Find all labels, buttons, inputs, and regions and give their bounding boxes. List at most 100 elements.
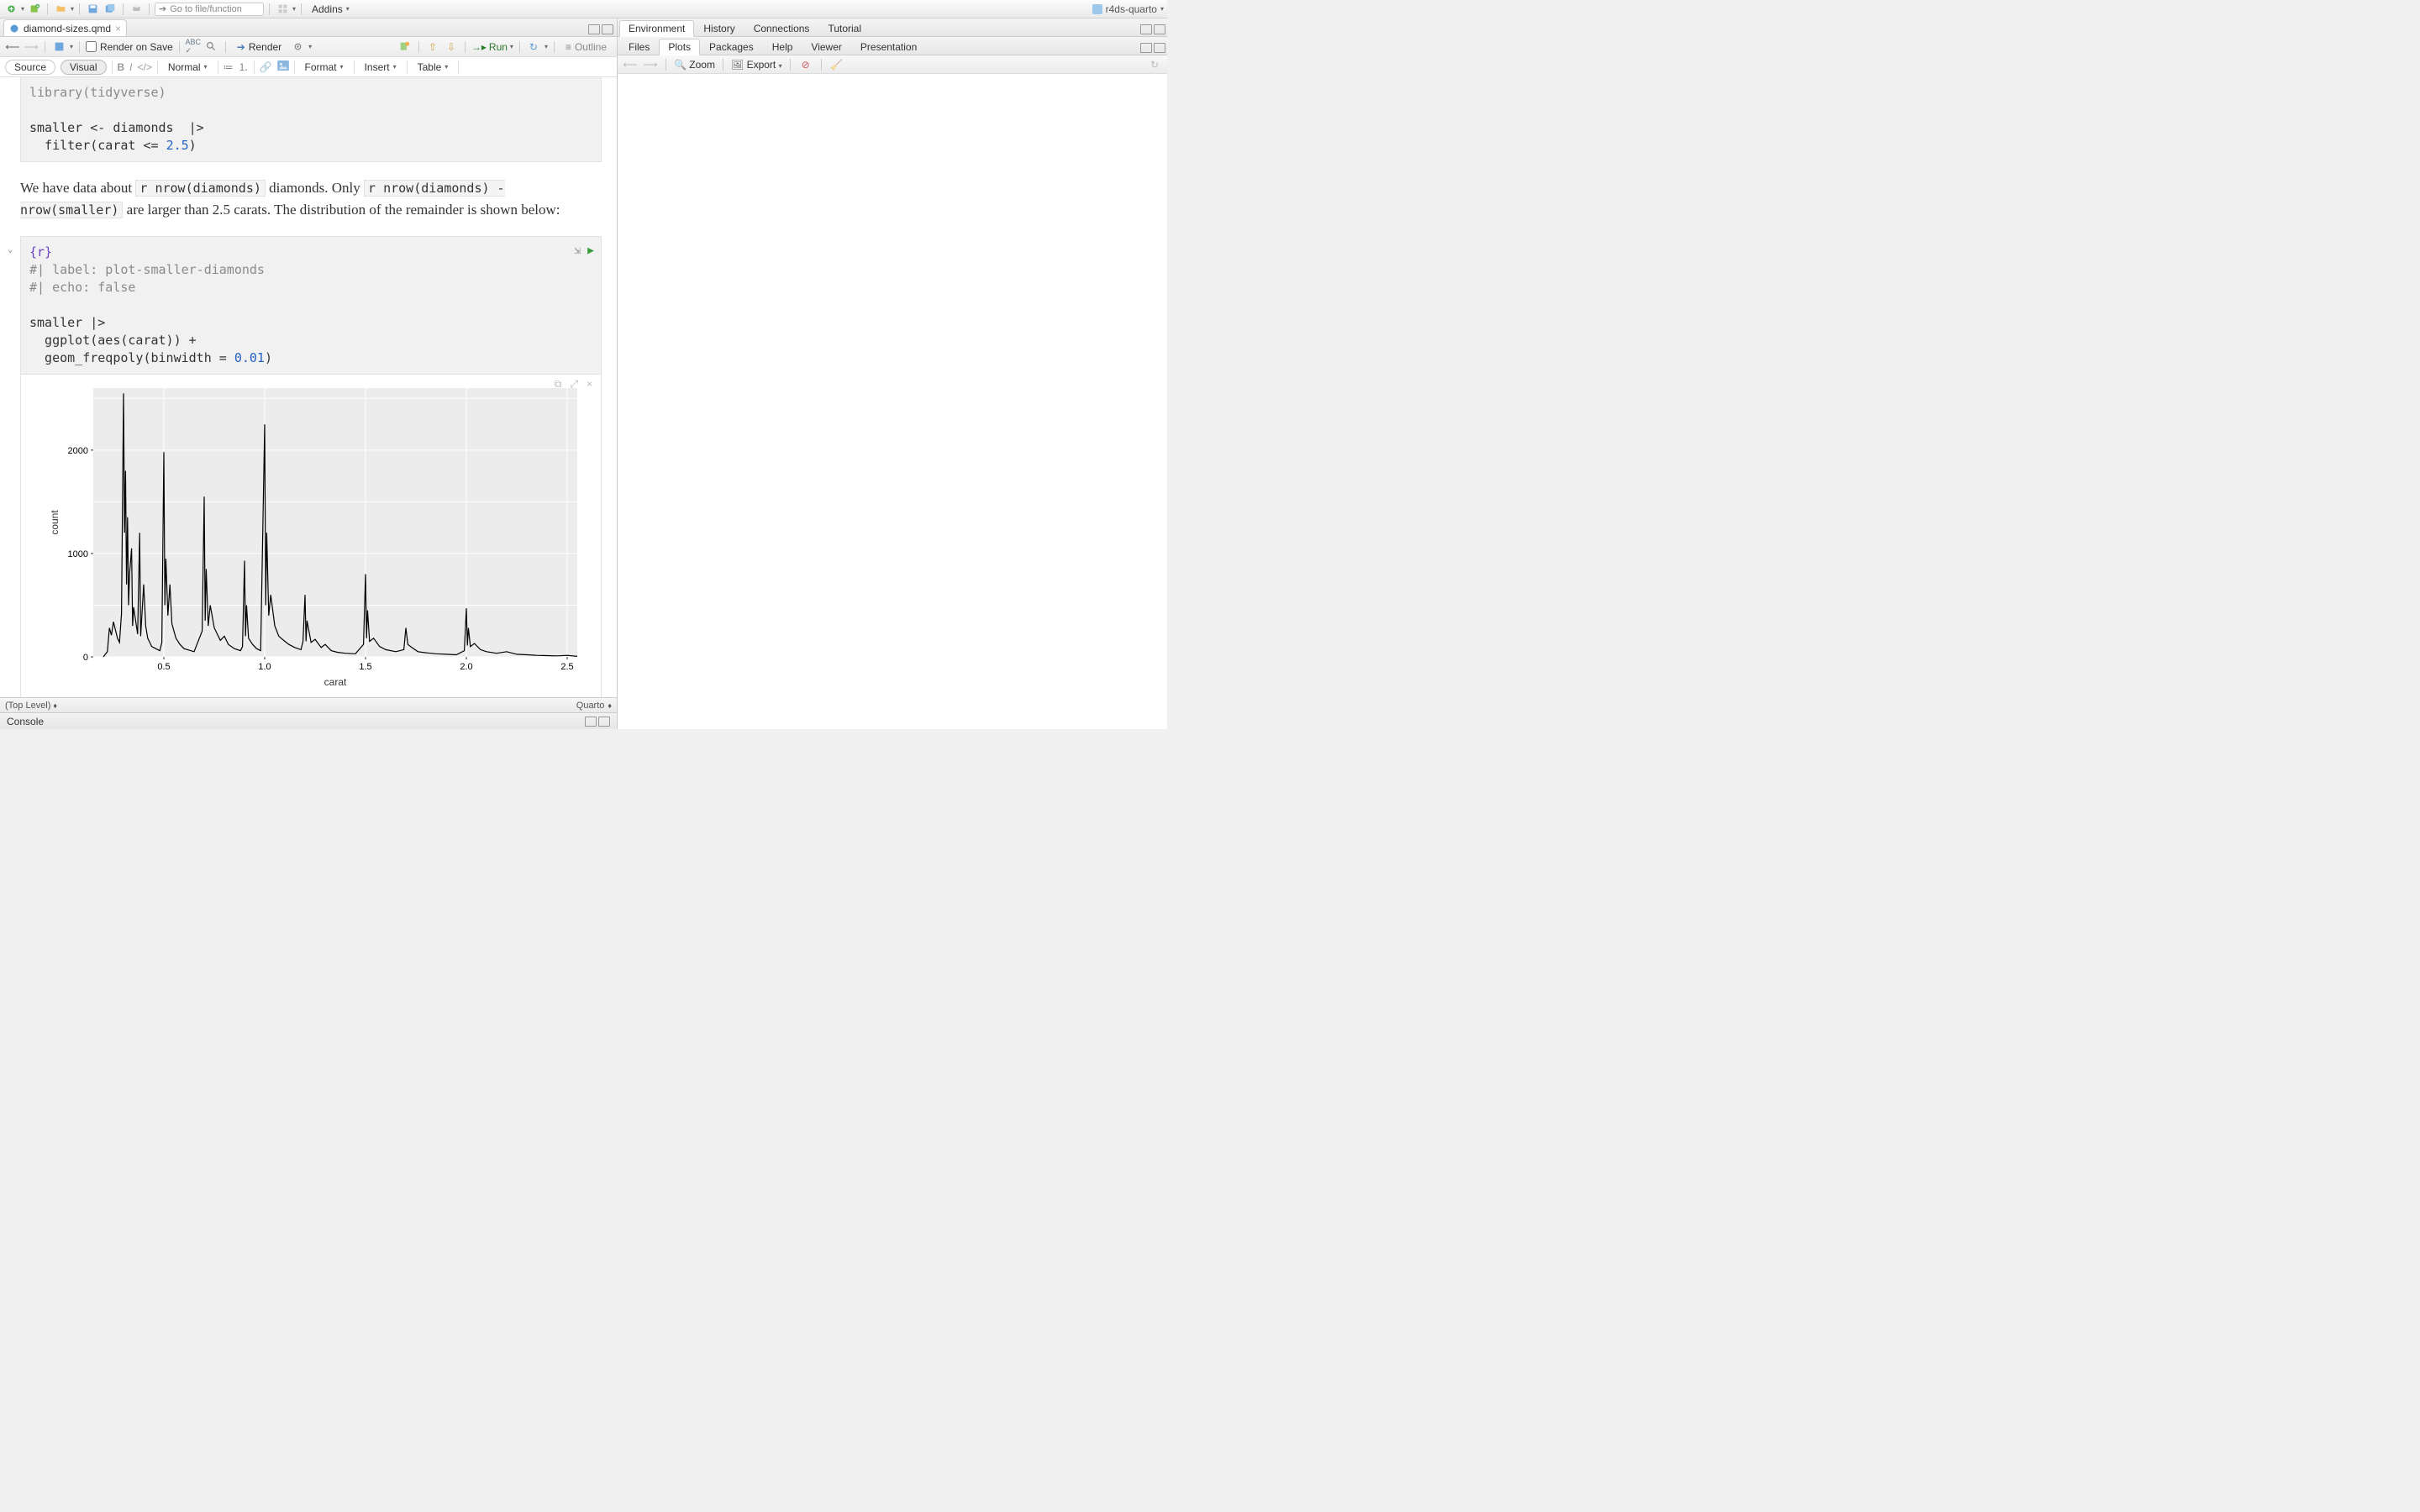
code-text: )	[189, 138, 197, 153]
open-file-icon[interactable]	[53, 3, 68, 16]
open-caret[interactable]: ▾	[71, 5, 74, 13]
save-icon[interactable]	[85, 3, 100, 16]
render-label: Render	[249, 41, 281, 53]
run-label: Run	[489, 41, 508, 53]
outline-button[interactable]: ≡ Outline	[560, 40, 612, 54]
format-menu[interactable]: Format▾	[300, 60, 349, 74]
prose-text: We have data about	[20, 180, 135, 196]
run-above-icon[interactable]: ⇲	[574, 242, 581, 260]
save-doc-icon[interactable]	[51, 40, 66, 54]
tab-viewer[interactable]: Viewer	[802, 39, 850, 55]
env-tabs: EnvironmentHistoryConnectionsTutorial	[618, 18, 1167, 37]
forward-icon[interactable]: ⟶	[24, 40, 39, 54]
tab-history[interactable]: History	[694, 20, 744, 36]
code-text: smaller <- diamonds |>	[29, 120, 204, 135]
tab-tutorial[interactable]: Tutorial	[818, 20, 871, 36]
close-icon[interactable]: ×	[115, 23, 121, 34]
publish-icon[interactable]: ↻	[526, 40, 541, 54]
tab-files[interactable]: Files	[619, 39, 659, 55]
source-mode[interactable]: Source	[5, 60, 55, 75]
nav-up-icon[interactable]: ⇧	[425, 40, 440, 54]
addins-menu[interactable]: Addins ▾	[307, 3, 355, 16]
zoom-button[interactable]: 🔍 Zoom	[674, 59, 715, 71]
spellcheck-icon[interactable]: ABC✓	[186, 40, 201, 54]
gear-icon[interactable]	[290, 40, 305, 54]
code-text: 2.5	[166, 138, 189, 153]
insert-chunk-icon[interactable]	[397, 40, 413, 54]
chart-popout-icon[interactable]: ⧉	[555, 378, 562, 391]
render-button[interactable]: ➔ Render	[232, 40, 287, 54]
editor-statusbar: (Top Level) ♦ Quarto ♦	[0, 697, 617, 712]
code-icon[interactable]: </>	[138, 61, 152, 73]
pane-win-icon[interactable]	[1140, 24, 1152, 34]
console-max-icon[interactable]	[598, 717, 610, 727]
goto-arrow-icon: ➔	[159, 3, 166, 14]
status-scope[interactable]: (Top Level)	[5, 701, 50, 711]
print-icon[interactable]	[129, 3, 144, 16]
new-project-icon[interactable]	[27, 3, 42, 16]
svg-text:1000: 1000	[68, 549, 88, 559]
tab-help[interactable]: Help	[763, 39, 802, 55]
remove-plot-icon[interactable]: ⊘	[798, 58, 813, 71]
prose-text: are larger than 2.5 carats. The distribu…	[123, 202, 560, 218]
maximize-pane-icon[interactable]	[602, 24, 613, 34]
pane-win-icon[interactable]	[1140, 43, 1152, 53]
svg-text:2000: 2000	[68, 446, 88, 456]
render-on-save-check[interactable]	[86, 41, 97, 52]
link-icon[interactable]: 🔗	[260, 61, 272, 73]
save-all-icon[interactable]	[103, 3, 118, 16]
back-icon[interactable]: ⟵	[5, 40, 20, 54]
bold-icon[interactable]: B	[118, 61, 125, 73]
export-button[interactable]: 🖼 Export ▾	[731, 59, 782, 71]
run-chunk-icon[interactable]: ▶	[587, 242, 594, 260]
plots-toolbar: ⟵ ⟶ 🔍 Zoom 🖼 Export ▾ ⊘ 🧹 ↻	[618, 55, 1167, 74]
status-filetype[interactable]: Quarto	[576, 701, 605, 711]
insert-menu[interactable]: Insert▾	[360, 60, 402, 74]
table-menu[interactable]: Table▾	[413, 60, 454, 74]
new-file-icon[interactable]	[3, 3, 18, 16]
clear-plots-icon[interactable]: 🧹	[829, 58, 844, 71]
editor-tabbar: diamond-sizes.qmd ×	[0, 18, 617, 37]
plot-next-icon[interactable]: ⟶	[643, 58, 658, 71]
chevron-down-icon[interactable]: ⌄	[8, 240, 13, 258]
console-min-icon[interactable]	[585, 717, 597, 727]
pane-win-icon[interactable]	[1154, 24, 1165, 34]
editor-tab[interactable]: diamond-sizes.qmd ×	[3, 19, 127, 36]
grid-caret[interactable]: ▾	[292, 5, 296, 13]
freqpoly-chart: 0100020000.51.01.52.02.5caratcount	[43, 380, 581, 690]
goto-file-function[interactable]: ➔ Go to file/function	[155, 3, 264, 16]
plot-prev-icon[interactable]: ⟵	[623, 58, 638, 71]
tab-plots[interactable]: Plots	[659, 39, 700, 55]
numbered-list-icon[interactable]: ⒈	[239, 60, 249, 74]
project-chip[interactable]: r4ds-quarto ▾	[1092, 3, 1164, 15]
nav-down-icon[interactable]: ⇩	[444, 40, 459, 54]
grid-icon[interactable]	[275, 3, 290, 16]
code-text: geom_freqpoly(binwidth =	[29, 350, 234, 365]
document-editor[interactable]: library(tidyverse) smaller <- diamonds |…	[0, 77, 617, 697]
table-label: Table	[418, 61, 442, 73]
bullet-list-icon[interactable]: ≔	[224, 61, 234, 73]
console-bar[interactable]: Console	[0, 712, 617, 729]
export-label: Export	[747, 59, 776, 71]
italic-icon[interactable]: I	[129, 61, 132, 73]
image-icon[interactable]	[277, 60, 289, 73]
new-file-caret[interactable]: ▾	[21, 5, 24, 13]
goto-placeholder: Go to file/function	[170, 4, 242, 14]
code-text: library	[29, 85, 82, 100]
chart-close-icon[interactable]: ×	[587, 378, 592, 391]
style-normal[interactable]: Normal▾	[163, 60, 213, 74]
tab-packages[interactable]: Packages	[700, 39, 763, 55]
visual-mode[interactable]: Visual	[60, 60, 106, 75]
minimize-pane-icon[interactable]	[588, 24, 600, 34]
outline-label: Outline	[575, 41, 607, 53]
chart-collapse-icon[interactable]: ⤢	[570, 378, 578, 391]
tab-connections[interactable]: Connections	[744, 20, 819, 36]
tab-presentation[interactable]: Presentation	[851, 39, 926, 55]
pane-win-icon[interactable]	[1154, 43, 1165, 53]
project-icon	[1092, 4, 1102, 14]
run-button[interactable]: →▸Run▾	[471, 41, 513, 53]
global-toolbar: ▾ ▾ ➔ Go to file/function ▾ Addins ▾ r4d…	[0, 0, 1167, 18]
refresh-plots-icon[interactable]: ↻	[1147, 58, 1162, 71]
tab-environment[interactable]: Environment	[619, 20, 694, 37]
find-icon[interactable]	[204, 40, 219, 54]
